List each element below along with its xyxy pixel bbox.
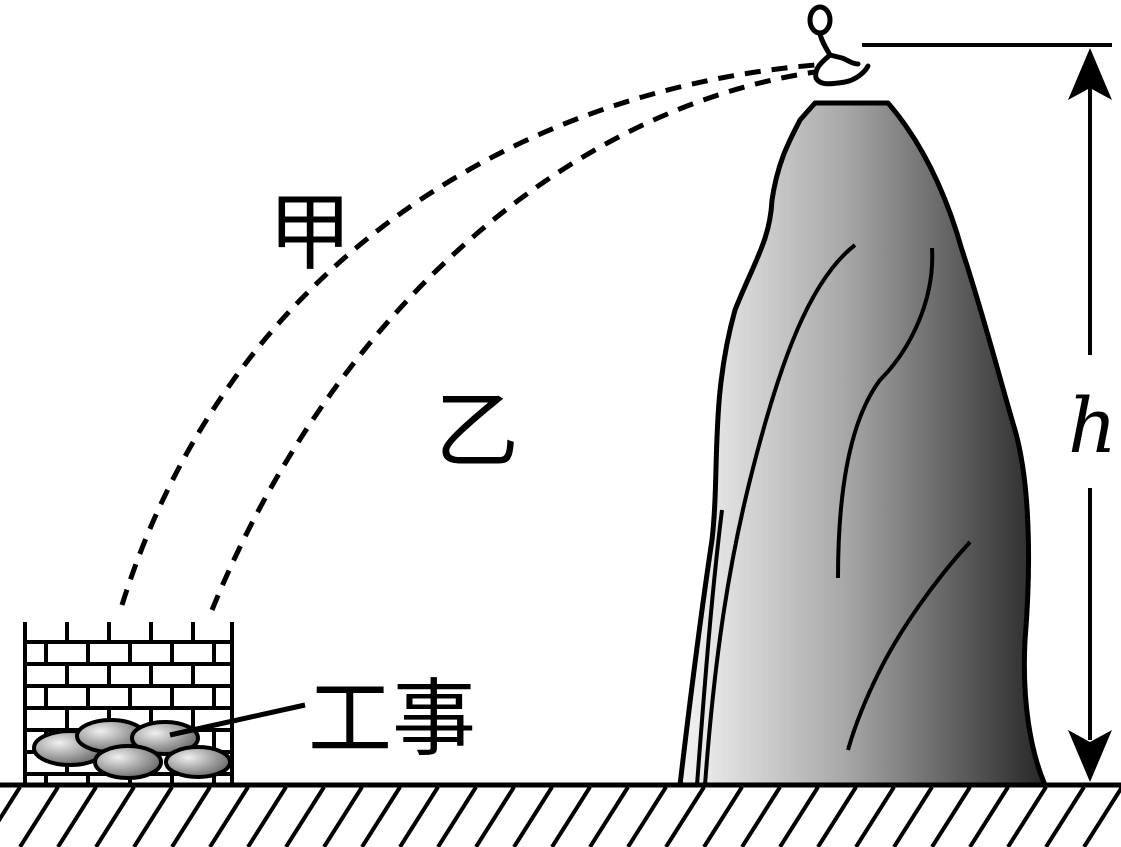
rock-crack-1 (703, 243, 857, 786)
hatch-stroke (132, 787, 174, 847)
stone-5 (164, 745, 232, 779)
hatch-stroke (968, 787, 1010, 847)
hatch-stroke (512, 787, 554, 847)
hatch-stroke (360, 787, 402, 847)
height-dimension (862, 43, 1112, 782)
rock-cliff (677, 100, 1048, 788)
hatch-stroke (0, 787, 22, 823)
hatch-stroke (1044, 787, 1086, 847)
hatch-stroke (626, 787, 668, 847)
hatch-stroke (436, 787, 478, 847)
trajectory-a-label: 甲 (268, 184, 352, 282)
rock-crack-3 (846, 540, 972, 751)
hatch-stroke (702, 787, 744, 847)
figure-head (807, 4, 833, 36)
hatch-stroke (740, 787, 782, 847)
hatch-stroke (892, 787, 934, 847)
arrowhead-down-icon (1068, 730, 1112, 782)
bunker-label: 工事 (308, 670, 476, 768)
height-label: h (1068, 381, 1117, 470)
hatch-stroke (474, 787, 516, 847)
hatch-stroke (854, 787, 896, 847)
stick-figure-icon (807, 4, 871, 87)
rock-crack-2 (836, 247, 935, 579)
hatch-stroke (56, 787, 98, 847)
hatch-stroke (94, 787, 136, 847)
hatch-stroke (208, 787, 250, 847)
rock-edge-line (695, 509, 724, 786)
ground (0, 782, 1121, 847)
hatch-stroke (398, 787, 440, 847)
figure-legs (813, 52, 871, 87)
hatch-stroke (930, 787, 972, 847)
stone-4 (93, 744, 163, 780)
hatch-stroke (778, 787, 820, 847)
hatch-stroke (550, 787, 592, 847)
trajectory-b-path (209, 69, 816, 611)
hatch-stroke (816, 787, 858, 847)
hatch-stroke (18, 787, 60, 847)
stones (32, 718, 232, 780)
arrowhead-up-icon (1068, 48, 1112, 100)
hatch-stroke (588, 787, 630, 847)
hatch-stroke (1082, 787, 1121, 847)
rock-cracks (703, 243, 972, 786)
figure-body (817, 31, 861, 67)
hatch-stroke (322, 787, 364, 847)
hatch-stroke (246, 787, 288, 847)
trajectory-b-label: 乙 (435, 382, 519, 480)
hatch-stroke (284, 787, 326, 847)
bunker-leader-line (169, 702, 306, 738)
hatch-stroke (1006, 787, 1048, 847)
hatch-stroke (664, 787, 706, 847)
hatch-stroke (170, 787, 212, 847)
ground-hatching (0, 787, 1121, 847)
trajectory-a-path (119, 62, 816, 606)
